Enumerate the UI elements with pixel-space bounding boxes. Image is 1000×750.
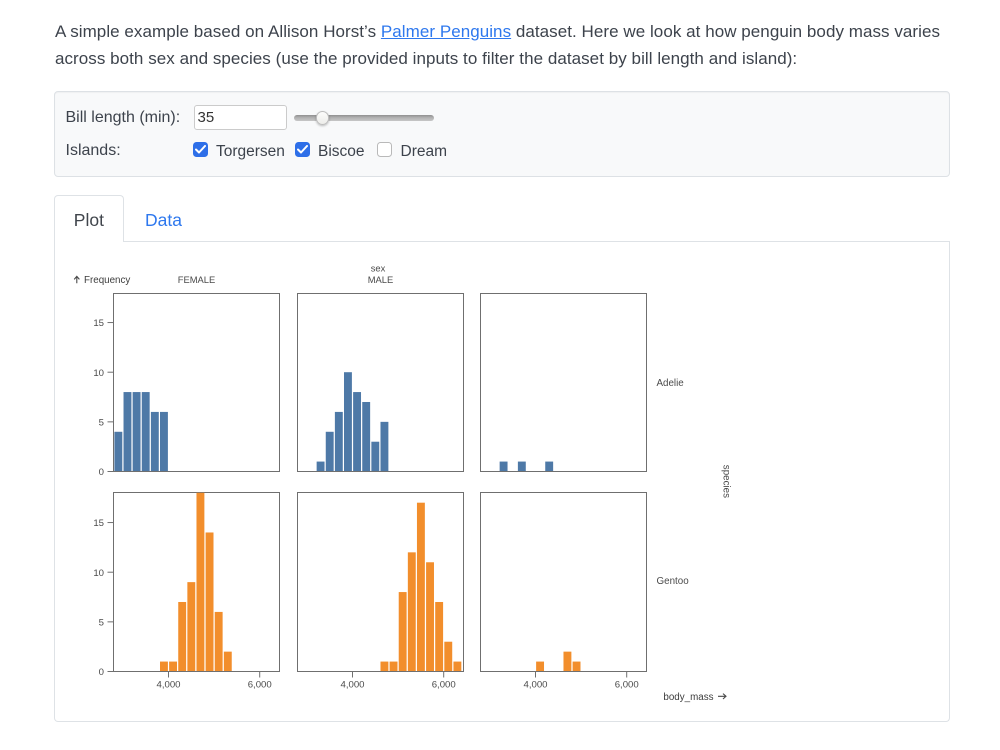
svg-text:5: 5: [99, 417, 104, 428]
svg-text:sex: sex: [371, 263, 386, 274]
svg-text:15: 15: [93, 318, 104, 329]
svg-text:10: 10: [93, 568, 104, 579]
svg-text:4,000: 4,000: [523, 680, 547, 691]
svg-text:4,000: 4,000: [156, 680, 180, 691]
svg-text:6,000: 6,000: [432, 680, 456, 691]
svg-text:4,000: 4,000: [340, 680, 364, 691]
svg-text:MALE: MALE: [368, 274, 394, 285]
svg-text:FEMALE: FEMALE: [178, 274, 216, 285]
svg-text:Frequency: Frequency: [84, 275, 130, 286]
svg-text:Gentoo: Gentoo: [657, 576, 690, 587]
svg-text:6,000: 6,000: [615, 680, 639, 691]
svg-text:Adelie: Adelie: [657, 378, 685, 389]
svg-text:15: 15: [93, 518, 104, 529]
svg-text:0: 0: [99, 667, 104, 678]
svg-text:species: species: [721, 465, 732, 498]
svg-text:5: 5: [99, 617, 104, 628]
svg-text:6,000: 6,000: [248, 680, 272, 691]
svg-text:body_mass: body_mass: [663, 692, 713, 703]
svg-text:10: 10: [93, 368, 104, 379]
svg-text:0: 0: [99, 467, 104, 478]
